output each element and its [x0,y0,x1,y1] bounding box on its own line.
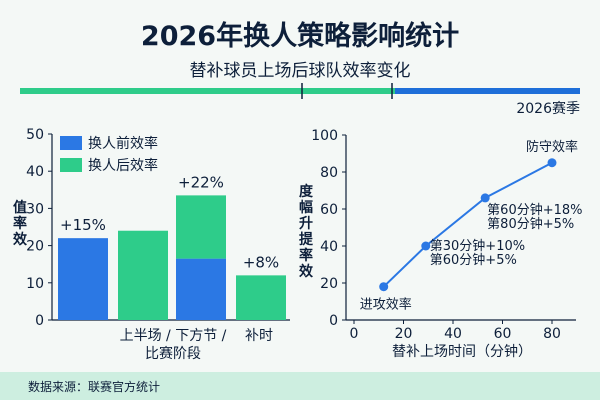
line-chart: 0 20 40 60 80 100 0 20 40 60 80 替补上场时间（分钟） 度幅升提率效进攻效… [299,128,583,360]
bar-y-tick-label: 0 [35,313,44,329]
line-y-tick-label: 40 [320,239,338,255]
bar-annotation: +8% [243,253,279,271]
line-x-tick-label: 0 [350,326,359,342]
timeline-blue [395,88,580,94]
bar-y-axis-label: 率 [13,215,27,232]
line-y-tick-label: 20 [320,276,338,292]
line-point-label: 第60分钟+18% [487,202,582,218]
line-point-label: 进攻效率 [360,297,412,313]
bar-2 [176,258,226,320]
line-y-axis-label: 率 [299,247,313,264]
line-point-label: 第60分钟+5% [430,252,517,268]
bar-y-tick-label: 50 [26,127,44,143]
line-point-3 [547,158,557,168]
line-series [383,161,553,288]
line-point-label: 第30分钟+10% [430,238,525,254]
page-subtitle: 替补球员上场后球队效率变化 [189,61,411,81]
line-y-axis-label: 提 [299,232,314,248]
legend-swatch-0 [60,136,82,150]
bar-y-axis-label: 效 [13,231,28,248]
line-point-2 [480,193,490,203]
legend-swatch-1 [60,158,82,172]
bar-annotation: +15% [60,216,106,234]
bar-2-stack [176,195,226,259]
footer-source: 数据来源：联赛官方统计 [28,380,161,394]
season-label: 2026赛季 [516,101,580,117]
bar-3 [236,275,286,320]
footer-bar: 数据来源：联赛官方统计 [0,372,600,400]
line-y-axis-label: 幅 [299,199,313,216]
bar-0 [58,238,108,320]
bar-1 [118,230,168,320]
line-x-tick-label: 80 [543,326,561,342]
bar-x-tick-label: 补时 [245,328,273,344]
line-point-1 [421,241,431,251]
line-point-0 [379,282,389,292]
line-y-tick-label: 60 [320,202,338,218]
timeline-green [20,88,395,94]
bar-y-tick-label: 40 [26,164,44,180]
bar-y-tick-label: 20 [26,239,44,255]
page-title: 2026年换人策略影响统计 [140,21,460,52]
bar-y-tick-label: 10 [26,276,44,292]
bar-annotation: +22% [178,173,224,191]
line-y-tick-label: 80 [320,165,338,181]
line-y-tick-label: 100 [311,128,338,144]
legend-label-1: 换人后效率 [88,157,158,174]
line-point-label: 第80分钟+5% [487,216,574,232]
bar-x-tick-label: 上半场 / 下方节 / [120,328,227,344]
line-x-tick-label: 60 [494,326,512,342]
line-y-tick-label: 0 [329,313,338,329]
line-y-axis-label: 度 [299,183,314,200]
line-x-tick-label: 20 [395,326,413,342]
bar-x-axis-label: 比赛阶段 [145,346,201,362]
line-x-tick-label: 40 [444,326,462,342]
line-x-axis-label: 替补上场时间（分钟） [392,343,532,360]
line-y-axis-label: 升 [299,215,313,232]
bar-y-axis-label: 值 [13,199,27,216]
legend-label-0: 换人前效率 [88,135,158,152]
bar-y-tick-label: 30 [26,201,44,217]
line-point-label: 防守效率 [526,139,578,155]
line-y-axis-label: 效 [299,263,314,280]
